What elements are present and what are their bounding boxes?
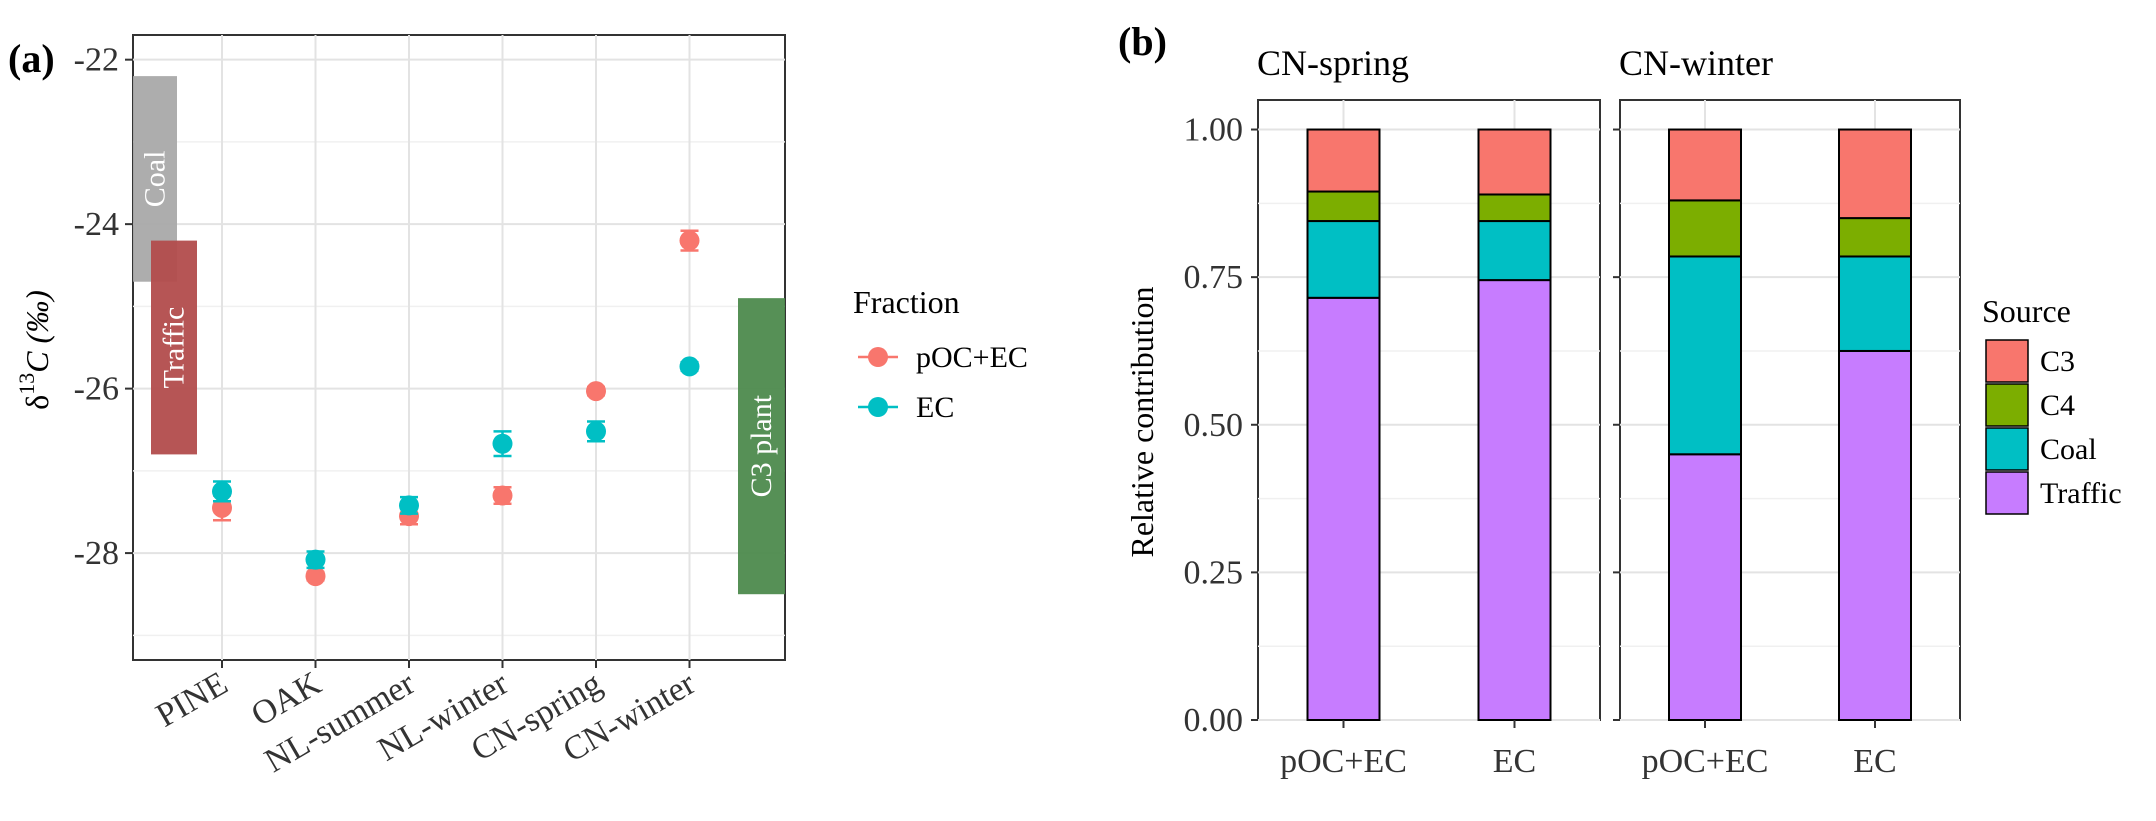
source-range-label: Traffic <box>158 307 191 389</box>
data-point <box>212 481 232 502</box>
y-tick-label: 0.75 <box>1184 259 1244 296</box>
panel-a-y-axis-title: δ13C (‰) <box>14 290 55 410</box>
source-range-label: C3 plant <box>745 394 778 497</box>
stacked-bar-segment <box>1838 349 1912 721</box>
data-point <box>305 566 326 587</box>
panel-b-legend-title: Source <box>1982 293 2071 329</box>
legend-key-dot <box>868 397 888 417</box>
data-point <box>586 381 606 402</box>
data-point <box>212 497 232 518</box>
data-point <box>679 230 700 251</box>
stacked-bar-segment <box>1838 128 1912 220</box>
legend-key-swatch <box>1985 383 2029 427</box>
panel-a-label: (a) <box>8 36 55 81</box>
panel-b-label: (b) <box>1118 19 1167 64</box>
stacked-bar-segment <box>1668 199 1742 258</box>
stacked-bar-segment <box>1477 279 1552 721</box>
legend-key-dot <box>868 347 888 367</box>
panel-a-source-ranges: Coal Traffic C3 plant <box>133 76 785 595</box>
stacked-bar-segment <box>1477 128 1552 196</box>
stacked-bar-segment <box>1838 255 1912 352</box>
stacked-bar-segment <box>1477 220 1552 282</box>
x-tick-label: EC <box>1493 743 1536 780</box>
y-tick-label: 0.00 <box>1184 702 1244 739</box>
source-range-band <box>738 298 785 595</box>
x-tick-label: pOC+EC <box>1642 743 1769 780</box>
panel-a-x-ticks: PINE OAKNL-summerNL-winterCN-springCN-win… <box>150 660 702 780</box>
panel-a-legend-title: Fraction <box>853 284 960 320</box>
stacked-bar-segment <box>1477 193 1552 223</box>
data-point <box>492 433 513 454</box>
stacked-bar-segment <box>1668 453 1742 721</box>
y-tick-label: -22 <box>74 42 119 79</box>
facet-panel: pOC+EC EC CN-spring <box>1251 43 1601 780</box>
legend-key-swatch <box>1985 471 2029 515</box>
panel-a-plot-area <box>132 34 786 661</box>
legend-entry-label: C3 <box>2040 345 2075 378</box>
y-tick-label: 1.00 <box>1184 112 1244 149</box>
legend-entry-label: Traffic <box>2040 477 2122 510</box>
facet-title: CN-spring <box>1257 43 1409 83</box>
y-tick-label: 0.25 <box>1184 554 1244 591</box>
panel-b-y-ticks: 0.00 0.25 0.50 0.75 1.00 <box>1184 112 1244 739</box>
facet-panel: pOC+EC EC CN-winter <box>1613 43 1961 780</box>
y-tick-label: -28 <box>74 535 119 572</box>
y-tick-label: -24 <box>74 206 119 243</box>
data-point <box>492 485 513 506</box>
panel-a-chart: (a) Coal Traffic C3 plant -22 -24 -26 -28 PIN… <box>8 34 1028 780</box>
panel-a-y-ticks: -22 -24 -26 -28 <box>74 42 133 572</box>
panel-b-chart: (b) Relative contribution pOC+EC EC CN-spr… <box>1118 19 2122 780</box>
stacked-bar-segment <box>1668 128 1742 202</box>
legend-entry-label: EC <box>916 391 954 424</box>
stacked-bar-segment <box>1668 255 1742 456</box>
data-point <box>586 421 606 442</box>
panel-a-data-points <box>212 229 700 587</box>
stacked-bar-segment <box>1838 217 1912 258</box>
legend-key-swatch <box>1985 339 2029 383</box>
stacked-bar-segment <box>1306 190 1381 223</box>
data-point <box>399 495 419 516</box>
source-range-band <box>151 240 197 455</box>
data-point <box>679 356 700 377</box>
legend-entry-label: C4 <box>2040 389 2075 422</box>
legend-entry-label: pOC+EC <box>916 341 1028 374</box>
legend-entry-label: Coal <box>2040 433 2097 466</box>
facet-title: CN-winter <box>1619 43 1773 83</box>
panel-a-legend: Fraction pOC+EC EC <box>853 284 1028 424</box>
y-tick-label: -26 <box>74 371 119 408</box>
stacked-bar-segment <box>1306 128 1381 193</box>
stacked-bar-segment <box>1306 220 1381 299</box>
panel-b-legend: Source C3 C4 Coal Traffic <box>1982 293 2122 515</box>
y-tick-label: 0.50 <box>1184 407 1244 444</box>
x-tick-label: pOC+EC <box>1280 743 1407 780</box>
source-range-label: Coal <box>139 151 172 208</box>
stacked-bar-segment <box>1306 296 1381 721</box>
panel-b-y-axis-title: Relative contribution <box>1124 286 1160 557</box>
panel-a-grid <box>133 35 785 660</box>
panel-b-facets: pOC+EC EC CN-spring pOC+EC EC CN-winter <box>1251 43 1961 780</box>
x-tick-label: EC <box>1853 743 1896 780</box>
legend-key-swatch <box>1985 427 2029 471</box>
x-tick-label: PINE <box>150 665 234 735</box>
data-point <box>305 549 326 570</box>
